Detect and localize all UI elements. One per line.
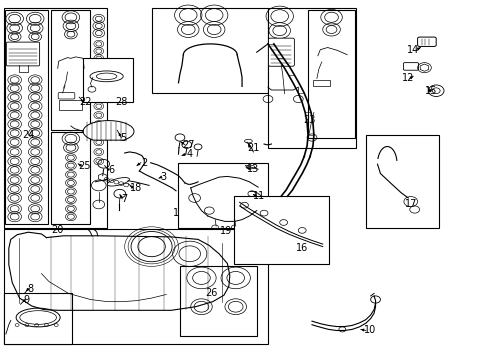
Text: 27: 27	[182, 140, 194, 150]
Text: 20: 20	[51, 225, 64, 235]
Text: 18: 18	[129, 183, 142, 193]
Text: 3: 3	[161, 172, 166, 182]
Bar	[51, 132, 90, 224]
Bar	[51, 10, 90, 130]
Bar	[180, 266, 256, 336]
Text: 24: 24	[22, 130, 35, 140]
Text: 26: 26	[204, 288, 217, 298]
FancyBboxPatch shape	[59, 100, 82, 110]
FancyBboxPatch shape	[6, 42, 40, 66]
Ellipse shape	[96, 73, 117, 80]
Text: 8: 8	[27, 284, 33, 294]
FancyBboxPatch shape	[313, 80, 329, 86]
Ellipse shape	[90, 71, 123, 82]
FancyBboxPatch shape	[417, 37, 435, 46]
Text: 1: 1	[173, 208, 179, 218]
Text: 28: 28	[115, 96, 127, 107]
Ellipse shape	[20, 311, 57, 324]
Text: 22: 22	[79, 96, 92, 107]
Bar	[365, 135, 438, 228]
Bar	[5, 10, 48, 224]
Text: 11: 11	[252, 191, 265, 201]
Bar	[267, 8, 355, 148]
Text: 9: 9	[24, 294, 30, 305]
Text: 10: 10	[363, 325, 375, 336]
Ellipse shape	[16, 308, 60, 327]
Text: 2: 2	[141, 158, 147, 168]
Text: 12: 12	[401, 73, 414, 84]
Text: 5: 5	[120, 132, 126, 143]
Bar	[4, 293, 72, 344]
Bar	[233, 196, 328, 264]
Text: 21: 21	[246, 143, 259, 153]
Text: 7: 7	[122, 194, 127, 204]
Text: 25: 25	[78, 161, 90, 171]
FancyBboxPatch shape	[403, 63, 418, 70]
Bar	[178, 163, 267, 228]
Text: 17: 17	[404, 199, 416, 210]
Bar	[4, 229, 267, 344]
Text: 19: 19	[219, 226, 232, 236]
Ellipse shape	[107, 177, 129, 186]
Text: 15: 15	[424, 86, 437, 96]
Text: 6: 6	[108, 165, 114, 175]
Bar	[307, 10, 354, 138]
Bar	[83, 58, 133, 102]
Text: 13: 13	[246, 164, 259, 174]
Bar	[4, 8, 106, 228]
Text: 4: 4	[186, 149, 192, 159]
Bar	[151, 8, 267, 93]
Text: 16: 16	[295, 243, 308, 253]
Polygon shape	[83, 121, 134, 140]
FancyBboxPatch shape	[268, 38, 294, 66]
Text: 14: 14	[406, 45, 419, 55]
Ellipse shape	[245, 165, 254, 169]
Text: 23: 23	[302, 114, 315, 125]
Ellipse shape	[244, 139, 252, 143]
FancyBboxPatch shape	[58, 93, 75, 99]
